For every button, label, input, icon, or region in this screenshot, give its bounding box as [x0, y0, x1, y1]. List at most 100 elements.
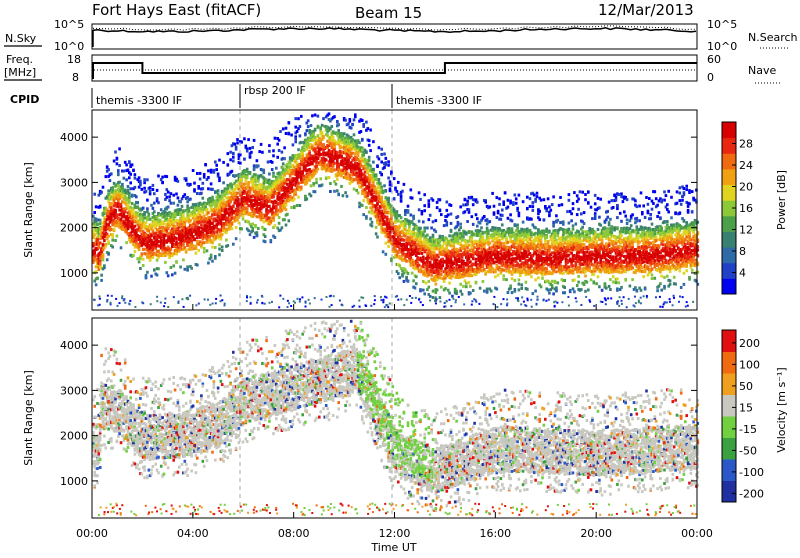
power-cell — [190, 267, 193, 270]
power-cell — [254, 173, 257, 176]
power-cell — [249, 172, 252, 175]
power-cell — [441, 236, 444, 239]
power-cell — [368, 211, 371, 214]
power-cell — [428, 203, 431, 206]
power-cell — [441, 246, 444, 249]
power-cell — [135, 242, 138, 245]
power-cell — [96, 277, 99, 280]
power-cell — [207, 187, 210, 190]
power-cell — [175, 252, 178, 255]
power-cell — [161, 181, 164, 184]
power-cell — [425, 282, 428, 285]
power-cell — [367, 198, 370, 201]
power-cell — [293, 205, 296, 208]
power-cell — [186, 269, 189, 272]
power-cell — [272, 207, 275, 210]
power-cell — [127, 189, 130, 192]
power-cell — [332, 136, 335, 139]
power-cell — [375, 196, 378, 199]
power-cell — [335, 183, 338, 186]
power-cell — [174, 272, 177, 275]
power-cell — [385, 253, 388, 256]
power-cell — [278, 222, 281, 225]
power-cell — [299, 125, 302, 128]
power-cell — [215, 164, 218, 167]
power-cell — [258, 150, 261, 153]
power-cell — [407, 272, 410, 275]
power-cell — [203, 173, 206, 176]
power-cell — [236, 138, 239, 141]
power-cell — [182, 214, 185, 217]
power-cell — [411, 197, 414, 200]
power-cell — [368, 156, 371, 159]
power-cell — [150, 234, 153, 237]
power-cell — [428, 273, 431, 276]
power-cell — [412, 279, 415, 282]
power-cell — [306, 198, 309, 201]
power-cell — [314, 129, 317, 132]
power-cell — [258, 183, 261, 186]
power-cell — [139, 230, 142, 233]
power-cell — [358, 160, 361, 163]
power-cell — [111, 239, 114, 242]
cpid-segment-1: rbsp 200 IF — [244, 84, 306, 97]
power-cell — [243, 137, 246, 140]
power-cell — [207, 211, 210, 214]
power-cell — [403, 280, 406, 283]
power-cell — [336, 151, 339, 154]
power-cell — [297, 117, 300, 120]
freq-right-tick-top: 60 — [707, 53, 721, 66]
power-cell — [418, 264, 421, 267]
power-cell — [321, 124, 324, 127]
power-cell — [274, 236, 277, 239]
power-cell — [430, 227, 433, 230]
power-cell — [281, 151, 284, 154]
power-cell — [346, 195, 349, 198]
power-cell — [307, 139, 310, 142]
power-cell — [116, 213, 119, 216]
power-cell — [429, 295, 432, 298]
power-cell — [283, 146, 286, 149]
power-cell — [361, 160, 364, 163]
power-cell — [428, 286, 431, 289]
power-cell — [138, 248, 141, 251]
power-cell — [333, 190, 336, 193]
power-cell — [247, 138, 250, 141]
power-cell — [331, 154, 334, 157]
power-cell — [426, 268, 429, 271]
power-cell — [217, 189, 220, 192]
power-cell — [174, 225, 177, 228]
power-cell — [423, 292, 426, 295]
power-cell — [170, 202, 173, 205]
power-cell — [102, 253, 105, 256]
power-cell — [387, 197, 390, 200]
power-cell — [200, 244, 203, 247]
power-cell — [380, 148, 383, 151]
power-cell — [351, 123, 354, 126]
power-cell — [139, 267, 142, 270]
power-cell — [353, 118, 356, 121]
power-cell — [390, 259, 393, 262]
power-cell — [423, 227, 426, 230]
power-cell — [446, 201, 449, 204]
power-cell — [440, 213, 443, 216]
power-cell — [196, 264, 199, 267]
power-cell — [218, 177, 221, 180]
power-cell — [421, 252, 424, 255]
power-cell — [240, 195, 243, 198]
power-cell — [199, 178, 202, 181]
power-cell — [397, 193, 400, 196]
power-cell — [196, 192, 199, 195]
power-cell — [422, 265, 425, 268]
power-cell — [200, 223, 203, 226]
power-cell — [368, 186, 371, 189]
power-cell — [272, 175, 275, 178]
power-cell — [207, 262, 210, 265]
power-cell — [217, 173, 220, 176]
power-cell — [211, 246, 214, 249]
power-cell — [111, 235, 114, 238]
power-cell — [123, 170, 126, 173]
power-cell — [225, 223, 228, 226]
power-cell — [276, 203, 279, 206]
